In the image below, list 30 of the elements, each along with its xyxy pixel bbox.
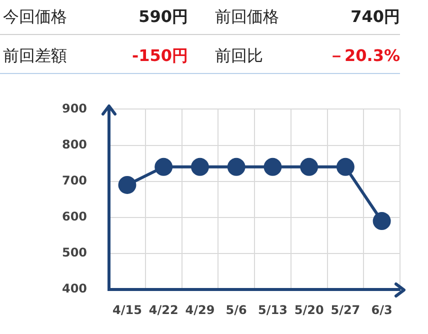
point bbox=[336, 158, 354, 176]
point bbox=[372, 212, 391, 230]
point bbox=[190, 158, 209, 176]
text: 740円 bbox=[350, 6, 400, 28]
y-tick-label: 900 bbox=[62, 101, 88, 116]
text: －20.3% bbox=[327, 46, 400, 66]
x-tick-label: 5/20 bbox=[294, 302, 324, 317]
text: 前回差額 bbox=[2, 46, 68, 66]
x-tick-label: 4/15 bbox=[112, 302, 142, 317]
x-tick-label: 4/29 bbox=[185, 302, 215, 317]
point bbox=[300, 158, 318, 176]
text: -150円 bbox=[130, 46, 188, 66]
point bbox=[264, 158, 282, 176]
x-tick-label: 5/13 bbox=[258, 302, 288, 317]
x-tick-label: 5/27 bbox=[330, 302, 360, 317]
text: 590円 bbox=[138, 6, 188, 28]
text: 今回価格 bbox=[2, 6, 68, 28]
point bbox=[118, 176, 136, 194]
x-tick-label: 6/3 bbox=[371, 302, 392, 317]
point bbox=[227, 158, 246, 176]
text: 前回価格 bbox=[214, 6, 280, 28]
y-tick-label: 400 bbox=[62, 282, 88, 296]
y-tick-label: 700 bbox=[62, 173, 88, 188]
x-tick-label: 4/22 bbox=[148, 302, 178, 317]
y-tick-label: 500 bbox=[62, 246, 88, 260]
y-tick-label: 600 bbox=[62, 210, 88, 224]
point bbox=[154, 158, 173, 176]
y-tick-label: 800 bbox=[62, 137, 88, 152]
x-tick-label: 5/6 bbox=[226, 302, 247, 317]
text: 前回比 bbox=[214, 46, 264, 66]
